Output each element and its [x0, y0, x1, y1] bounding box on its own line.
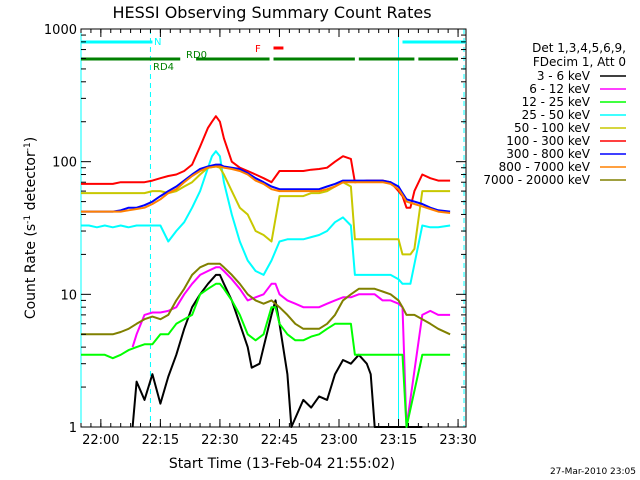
- legend-label: 3 - 6 keV: [537, 69, 591, 83]
- y-axis-title-end: ): [23, 137, 39, 142]
- series-line: [81, 262, 451, 336]
- series-line: [81, 150, 451, 285]
- legend-label: 300 - 800 keV: [506, 147, 590, 161]
- legend-header-1: Det 1,3,4,5,6,9,: [532, 41, 626, 55]
- y-axis-title-sup2: -1: [23, 142, 33, 151]
- series-layer: [81, 115, 451, 428]
- legend: Det 1,3,4,5,6,9, FDecim 1, Att 0 3 - 6 k…: [483, 41, 626, 187]
- legend-label: 6 - 12 keV: [529, 82, 591, 96]
- x-tick-label: 23:00: [320, 433, 357, 448]
- legend-header-2: FDecim 1, Att 0: [533, 55, 626, 69]
- state-label-n: N: [154, 37, 161, 48]
- axis-ticks: 22:00 22:15 22:30 22:45 23:00 23:15 23:30 1 10 10…: [44, 23, 477, 448]
- x-axis-title: Start Time (13-Feb-04 21:55:02): [169, 456, 395, 472]
- x-tick-label: 23:15: [380, 433, 417, 448]
- legend-label: 12 - 25 keV: [522, 95, 591, 109]
- series-line: [131, 273, 423, 428]
- y-axis-title-main: Count Rate (s: [23, 224, 39, 319]
- series-line: [81, 165, 451, 214]
- footer-stamp: 27-Mar-2010 23:05: [550, 467, 636, 477]
- state-label-rd0: RD0: [186, 50, 207, 61]
- state-label-rd4: RD4: [153, 62, 174, 73]
- y-tick-label: 1: [69, 421, 77, 436]
- state-label-f: F: [255, 44, 261, 55]
- y-tick-label: 10: [60, 288, 77, 303]
- x-tick-label: 22:00: [82, 433, 119, 448]
- y-axis-title-sup1: -1: [23, 215, 33, 224]
- x-tick-label: 23:30: [439, 433, 476, 448]
- legend-label: 7000 - 20000 keV: [483, 173, 590, 187]
- series-line: [131, 266, 451, 428]
- x-tick-label: 22:30: [201, 433, 238, 448]
- state-bars: [81, 40, 466, 61]
- series-line: [81, 282, 451, 428]
- legend-label: 50 - 100 keV: [514, 121, 591, 135]
- y-axis-title-mid: detector: [23, 151, 39, 215]
- y-tick-label: 100: [52, 156, 77, 171]
- legend-label: 800 - 7000 keV: [499, 160, 591, 174]
- x-tick-label: 22:15: [142, 433, 179, 448]
- y-tick-label: 1000: [44, 23, 77, 38]
- legend-label: 25 - 50 keV: [522, 108, 591, 122]
- vertical-markers: [80, 29, 465, 427]
- y-axis-title: Count Rate (s-1 detector-1): [23, 137, 39, 319]
- series-line: [81, 163, 451, 213]
- series-line: [81, 165, 451, 256]
- chart-title: HESSI Observing Summary Count Rates: [112, 3, 431, 22]
- x-tick-label: 22:45: [261, 433, 298, 448]
- legend-label: 100 - 300 keV: [506, 134, 590, 148]
